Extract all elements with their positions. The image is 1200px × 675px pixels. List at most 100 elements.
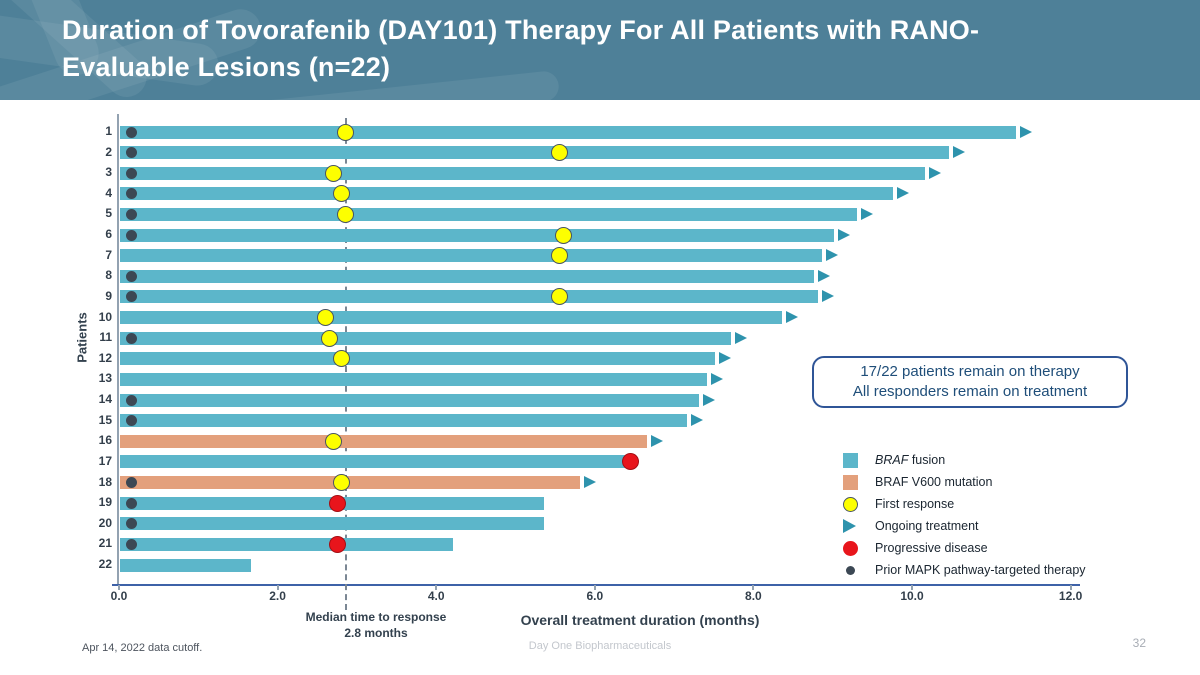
bar-patient-6 <box>120 228 834 242</box>
patient-label: 13 <box>98 371 112 386</box>
patient-label: 2 <box>105 144 112 159</box>
ongoing-treatment-icon <box>821 290 834 303</box>
slide-header: Duration of Tovorafenib (DAY101) Therapy… <box>0 0 1200 100</box>
bar-patient-15 <box>120 414 687 428</box>
progressive-disease-icon <box>843 540 875 556</box>
patient-label: 14 <box>98 392 112 407</box>
bar-patient-13 <box>120 372 707 386</box>
x-tick-label: 0.0 <box>110 589 128 603</box>
legend-item: BRAF fusion <box>843 449 1086 471</box>
prior-mapk-icon <box>125 538 137 550</box>
first-response-icon <box>316 309 334 327</box>
slide-title-line2: Evaluable Lesions (n=22) <box>62 52 391 82</box>
v600-swatch-icon <box>843 474 875 490</box>
prior-mapk-icon <box>125 270 137 282</box>
median-annotation-line2: 2.8 months <box>344 626 408 640</box>
patient-label: 4 <box>105 185 112 200</box>
first-response-icon <box>550 247 568 265</box>
first-response-icon <box>554 226 572 244</box>
patient-label: 11 <box>99 330 112 345</box>
first-response-icon <box>336 205 354 223</box>
ongoing-treatment-icon <box>734 331 747 344</box>
legend-label: First response <box>875 497 955 511</box>
prior-mapk-icon <box>125 188 137 200</box>
patient-label: 9 <box>105 288 112 303</box>
bar-patient-1 <box>120 125 1017 139</box>
bar-patient-5 <box>120 207 858 221</box>
ongoing-treatment-icon <box>817 269 830 282</box>
x-tick-mark <box>118 585 120 590</box>
bar-patient-7 <box>120 249 822 263</box>
prior-mapk-icon <box>125 394 137 406</box>
x-tick-mark <box>752 585 755 590</box>
bar-patient-16 <box>120 434 648 448</box>
median-annotation-line1: Median time to response <box>305 610 447 624</box>
patient-label: 12 <box>98 350 112 365</box>
x-tick-label: 4.0 <box>427 589 445 603</box>
progressive-disease-icon <box>328 494 346 512</box>
ongoing-treatment-icon <box>861 207 874 220</box>
patient-label: 10 <box>98 309 112 324</box>
bar-patient-2 <box>120 146 949 160</box>
y-axis-line <box>117 114 119 586</box>
first-response-icon <box>336 123 354 141</box>
legend-label: BRAF fusion <box>875 453 946 467</box>
x-tick-mark <box>435 585 438 590</box>
legend: BRAF fusion BRAF V600 mutation First respo… <box>843 449 1086 581</box>
progressive-disease-icon <box>621 453 639 471</box>
patient-label: 16 <box>98 433 112 448</box>
patient-label: 8 <box>105 268 112 283</box>
prior-mapk-icon <box>843 565 875 575</box>
page-number: 32 <box>1132 636 1146 650</box>
x-tick-label: 12.0 <box>1058 589 1083 603</box>
legend-label: Ongoing treatment <box>875 519 979 533</box>
prior-mapk-icon <box>125 291 137 303</box>
patient-label: 15 <box>98 412 112 427</box>
median-annotation: Median time to response 2.8 months <box>277 609 475 641</box>
first-response-icon <box>332 350 350 368</box>
legend-item: First response <box>843 493 1086 515</box>
patient-label: 18 <box>98 474 112 489</box>
ongoing-treatment-icon <box>651 434 664 447</box>
x-tick-label: 10.0 <box>900 589 924 603</box>
prior-mapk-icon <box>125 167 137 179</box>
ongoing-treatment-icon <box>928 166 941 179</box>
bar-patient-11 <box>120 331 731 345</box>
data-cutoff-note: Apr 14, 2022 data cutoff. <box>82 642 203 654</box>
ongoing-treatment-icon <box>702 393 715 406</box>
patient-label: 7 <box>105 247 112 262</box>
prior-mapk-icon <box>125 147 137 159</box>
ongoing-treatment-icon <box>825 249 838 262</box>
patient-label: 5 <box>105 206 112 221</box>
bar-patient-10 <box>120 311 783 325</box>
bar-patient-12 <box>120 352 715 366</box>
ongoing-treatment-icon <box>710 372 723 385</box>
bar-patient-21 <box>120 537 454 551</box>
x-axis-line <box>112 584 1080 586</box>
ongoing-treatment-icon <box>952 146 965 159</box>
prior-mapk-icon <box>125 229 137 241</box>
bar-patient-9 <box>120 290 818 304</box>
ongoing-treatment-icon <box>786 311 799 324</box>
ongoing-treatment-icon <box>718 352 731 365</box>
bar-patient-20 <box>120 517 545 531</box>
legend-label: Prior MAPK pathway-targeted therapy <box>875 563 1086 577</box>
legend-item: Progressive disease <box>843 537 1086 559</box>
first-response-icon <box>324 164 342 182</box>
prior-mapk-icon <box>125 126 137 138</box>
legend-item: Prior MAPK pathway-targeted therapy <box>843 559 1086 581</box>
company-name: Day One Biopharmaceuticals <box>528 640 672 652</box>
prior-mapk-icon <box>125 518 137 530</box>
bar-patient-3 <box>120 166 925 180</box>
x-tick-mark <box>593 585 596 590</box>
legend-label: Progressive disease <box>875 541 988 555</box>
ongoing-treatment-icon <box>583 476 596 489</box>
legend-label: BRAF V600 mutation <box>875 475 993 489</box>
prior-mapk-icon <box>125 208 137 220</box>
patient-label: 1 <box>105 124 112 138</box>
legend-item: Ongoing treatment <box>843 515 1086 537</box>
bar-patient-4 <box>120 187 894 201</box>
patient-label: 22 <box>98 557 112 572</box>
patient-label: 6 <box>105 227 112 242</box>
